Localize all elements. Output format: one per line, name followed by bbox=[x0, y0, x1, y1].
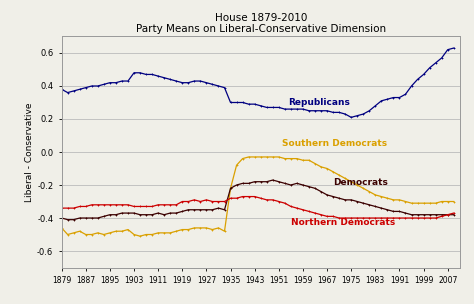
Text: Southern Democrats: Southern Democrats bbox=[282, 139, 387, 148]
Text: Democrats: Democrats bbox=[333, 178, 388, 188]
Y-axis label: Liberal - Conservative: Liberal - Conservative bbox=[25, 102, 34, 202]
Text: Northern Democrats: Northern Democrats bbox=[291, 218, 395, 227]
Title: House 1879-2010
Party Means on Liberal-Conservative Dimension: House 1879-2010 Party Means on Liberal-C… bbox=[136, 13, 386, 34]
Text: Republicans: Republicans bbox=[288, 98, 350, 107]
